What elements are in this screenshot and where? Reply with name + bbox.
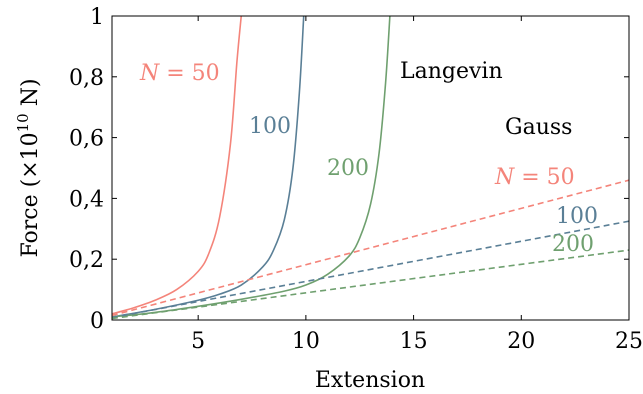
annotation-variable: N	[494, 165, 515, 190]
x-tick-label: 5	[191, 329, 205, 354]
gauss-n50-line	[112, 179, 629, 317]
y-tick-label: 1	[90, 5, 104, 30]
y-axis-title-exponent: 10	[14, 113, 32, 132]
x-tick-label: 15	[400, 329, 428, 354]
annotation-lang-n50: N = 50	[139, 61, 220, 86]
series-layer	[112, 16, 629, 320]
y-axis-title-main: Force (×10	[18, 132, 43, 257]
y-tick-label: 0	[90, 309, 104, 334]
annotation-layer: N = 50 100 200 Langevin Gauss N = 50 100 200	[139, 59, 598, 257]
langevin-n200-line	[112, 16, 391, 318]
gauss-n100-line	[112, 220, 629, 319]
x-tick-label: 25	[615, 329, 643, 354]
x-tick-label: 20	[507, 329, 535, 354]
annotation-gauss-n50: N = 50	[494, 165, 575, 190]
x-axis-title: Extension	[315, 368, 425, 393]
y-tick-label: 0,6	[69, 127, 104, 152]
annotation-value: = 50	[159, 61, 219, 86]
langevin-n100-line	[112, 16, 305, 318]
y-axis-title-unit: N)	[18, 78, 43, 113]
annotation-gauss-100: 100	[556, 204, 598, 229]
langevin-n50-line	[112, 16, 243, 315]
annotation-lang-200: 200	[327, 156, 369, 181]
gauss-n200-line	[112, 249, 629, 320]
x-tick-label: 10	[292, 329, 320, 354]
y-tick-label: 0,8	[69, 66, 104, 91]
tick-layer: 5 10 15 20 25 0 0,2 0,4 0,6 0,8 1	[69, 5, 643, 354]
annotation-lang-100: 100	[249, 114, 291, 139]
y-axis-title: Force (×1010 N)	[14, 78, 43, 257]
annotation-gauss-200: 200	[552, 232, 594, 257]
annotation-variable: N	[139, 61, 160, 86]
annotation-langevin: Langevin	[400, 59, 503, 84]
plot-frame	[111, 15, 630, 321]
annotation-value: = 50	[514, 165, 574, 190]
y-tick-label: 0,4	[69, 187, 104, 212]
annotation-gauss: Gauss	[505, 115, 572, 140]
y-tick-label: 0,2	[69, 248, 104, 273]
